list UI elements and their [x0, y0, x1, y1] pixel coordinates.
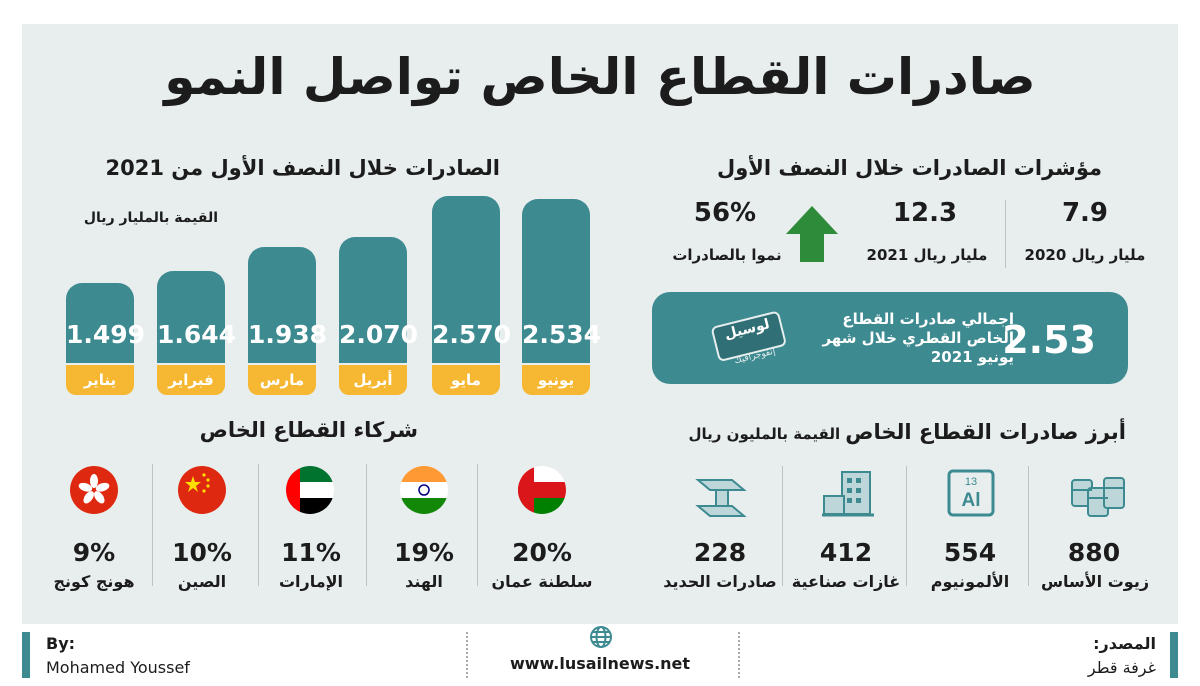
product-value-aluminum: 554: [943, 538, 997, 567]
partner-pct-uae: 11%: [281, 538, 341, 567]
product-value-industrial-gases: 412: [819, 538, 873, 567]
product-label-aluminum: الألمونيوم: [930, 572, 1010, 591]
bar-value-label: 1.644: [157, 320, 237, 349]
page-title: صادرات القطاع الخاص تواصل النمو: [164, 48, 1036, 106]
footer-author: Mohamed Youssef: [46, 658, 190, 677]
products-subtitle: القيمة بالمليون ريال: [688, 425, 841, 443]
footer-divider: [466, 632, 469, 678]
indicator-label-2020: مليار ريال 2020: [1024, 246, 1146, 264]
india-flag-icon: [400, 466, 448, 514]
partner-divider: [152, 464, 153, 586]
products-header: أبرز صادرات القطاع الخاص القيمة بالمليون…: [689, 420, 1126, 444]
bar-category-label: مايو: [432, 365, 500, 395]
partner-pct-india: 19%: [394, 538, 454, 567]
indicator-divider: [1005, 200, 1006, 268]
total-text: إجمالي صادرات القطاع الخاص القطري خلال ش…: [822, 310, 1014, 366]
uae-flag-icon: [286, 466, 334, 514]
bar-category-label: مارس: [248, 365, 316, 395]
bar-category-label: أبريل: [339, 365, 407, 395]
total-value: 2.53: [1002, 318, 1096, 362]
indicator-value-2021: 12.3: [892, 198, 958, 228]
partner-pct-china: 10%: [172, 538, 232, 567]
oman-flag-icon: [518, 466, 566, 514]
indicator-label-2021: مليار ريال 2021: [866, 246, 988, 264]
product-divider: [906, 466, 907, 586]
bar-value-label: 2.070: [339, 320, 419, 349]
partner-divider: [258, 464, 259, 586]
bar-value-label: 1.938: [248, 320, 328, 349]
partner-country-uae: الإمارات: [278, 572, 344, 591]
bar-category-label: فبراير: [157, 365, 225, 395]
steel-beam-icon: [695, 479, 747, 517]
chart-ylabel: القيمة بالمليار ريال: [83, 210, 218, 226]
partner-pct-hongkong: 9%: [72, 538, 116, 567]
footer-accent-right: [1170, 632, 1178, 678]
bar-value-label: 2.534: [522, 320, 602, 349]
bar-5: 2.570: [432, 196, 512, 363]
footer-website[interactable]: www.lusailnews.net: [509, 654, 691, 673]
footer-divider: [738, 632, 741, 678]
footer-by-label: By:: [46, 634, 76, 653]
aluminum-symbol: Al: [962, 490, 981, 511]
hongkong-flag-icon: [70, 466, 118, 514]
growth-arrow-icon: [786, 206, 838, 262]
bar-2: 1.644: [157, 271, 237, 363]
bar-category-label: يونيو: [522, 365, 590, 395]
partner-country-oman: سلطنة عمان: [491, 572, 593, 591]
bar-4: 2.070: [339, 237, 419, 363]
indicator-label-growth: نموا بالصادرات: [672, 246, 782, 264]
globe-icon: [590, 626, 612, 648]
partner-pct-oman: 20%: [512, 538, 572, 567]
product-value-iron: 228: [693, 538, 747, 567]
barrels-icon: [1071, 477, 1125, 517]
bar-6: 2.534: [522, 199, 602, 363]
total-june-box: 2.53 إجمالي صادرات القطاع الخاص القطري خ…: [652, 292, 1128, 384]
indicators-title: مؤشرات الصادرات خلال النصف الأول: [716, 156, 1102, 180]
product-label-base-oils: زيوت الأساس: [1040, 572, 1150, 591]
indicator-value-growth: 56%: [693, 198, 757, 228]
product-label-industrial-gases: غازات صناعية: [791, 572, 901, 591]
factory-icon: [822, 471, 874, 517]
product-value-base-oils: 880: [1067, 538, 1121, 567]
bar-3: 1.938: [248, 247, 328, 363]
aluminum-element-icon: 13 Al: [947, 469, 995, 517]
footer-source-value: غرفة قطر: [1087, 658, 1156, 677]
bar-1: 1.499: [66, 283, 146, 363]
product-divider: [1028, 466, 1029, 586]
product-divider: [782, 466, 783, 586]
partner-country-hongkong: هونج كونج: [53, 572, 135, 591]
bar-value-label: 2.570: [432, 320, 512, 349]
partner-divider: [366, 464, 367, 586]
products-title: أبرز صادرات القطاع الخاص: [845, 420, 1126, 444]
bar-value-label: 1.499: [66, 320, 146, 349]
footer-source-label: المصدر:: [1093, 634, 1156, 653]
bar-category-label: يناير: [66, 365, 134, 395]
china-flag-icon: [178, 466, 226, 514]
partner-country-india: الهند: [405, 572, 443, 591]
product-label-iron: صادرات الحديد: [663, 572, 777, 591]
partners-title: شركاء القطاع الخاص: [199, 418, 418, 442]
partner-country-china: الصين: [177, 572, 227, 591]
partner-divider: [477, 464, 478, 586]
footer-accent-left: [22, 632, 30, 678]
indicator-value-2020: 7.9: [1061, 198, 1109, 228]
aluminum-number: 13: [965, 476, 977, 488]
lusail-stamp-logo: لوسيل إنفوجرافيك: [708, 300, 792, 374]
chart-title: الصادرات خلال النصف الأول من 2021: [105, 156, 500, 180]
